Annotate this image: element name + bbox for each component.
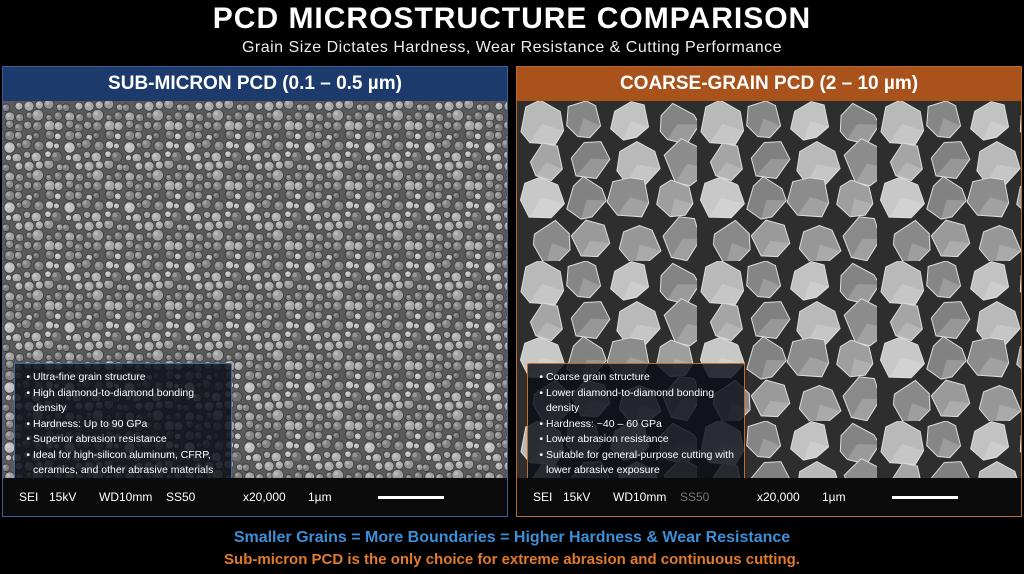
sem-parameter: SEI (533, 490, 553, 504)
info-box: Coarse grain structureLower diamond-to-d… (527, 363, 745, 485)
bullet: Hardness: Up to 90 GPa (33, 417, 225, 433)
bullet: Coarse grain structure (546, 370, 738, 386)
sem-parameter: SS50 (680, 490, 710, 504)
bullet-list: Ultra-fine grain structureHigh diamond-t… (21, 370, 225, 479)
sem-parameter: 15kV (563, 490, 591, 504)
bullet: Lower diamond-to-diamond bonding density (546, 386, 738, 417)
sem-bar: SEI 15kV WD10mm SS50 x20,000 1µm (3, 478, 507, 516)
subtitle: Grain Size Dictates Hardness, Wear Resis… (241, 39, 783, 56)
sem-parameter: SEI (19, 490, 39, 504)
panel-heading: SUB-MICRON PCD (0.1 – 0.5 µm) (3, 67, 507, 101)
sem-parameter: 1µm (822, 490, 846, 504)
panel: COARSE-GRAIN PCD (2 – 10 µm) Coarse grai… (516, 66, 1022, 517)
sem-parameter: 1µm (308, 490, 332, 504)
footer-line: Sub-micron PCD is the only choice for ex… (224, 551, 800, 568)
bullet: High diamond-to-diamond bonding density (33, 386, 225, 417)
panel-heading: COARSE-GRAIN PCD (2 – 10 µm) (517, 67, 1021, 101)
sem-parameter: x20,000 (243, 490, 286, 504)
sem-bar: SEI 15kV WD10mm SS50 x20,000 1µm (517, 478, 1021, 516)
bullet-list: Coarse grain structureLower diamond-to-d… (534, 370, 738, 479)
sem-parameter: SS50 (166, 490, 196, 504)
bullet: Hardness: ~40 – 60 GPa (546, 417, 738, 433)
bullet: Suitable for general-purpose cutting wit… (546, 448, 738, 479)
sem-parameter: 15kV (49, 490, 77, 504)
panel: SUB-MICRON PCD (0.1 – 0.5 µm) Ultra-fine… (2, 66, 508, 517)
info-box: Ultra-fine grain structureHigh diamond-t… (14, 363, 232, 485)
bullet: Lower abrasion resistance (546, 432, 738, 448)
sem-parameter: WD10mm (99, 490, 153, 504)
scale-bar (378, 496, 444, 499)
bullet: Ideal for high-silicon aluminum, CFRP, c… (33, 448, 225, 479)
bullet: Superior abrasion resistance (33, 432, 225, 448)
title: PCD MICROSTRUCTURE COMPARISON (212, 2, 812, 35)
footer-line: Smaller Grains = More Boundaries = Highe… (233, 529, 791, 546)
bullet: Ultra-fine grain structure (33, 370, 225, 386)
sem-parameter: WD10mm (613, 490, 667, 504)
sem-parameter: x20,000 (757, 490, 800, 504)
scale-bar (892, 496, 958, 499)
